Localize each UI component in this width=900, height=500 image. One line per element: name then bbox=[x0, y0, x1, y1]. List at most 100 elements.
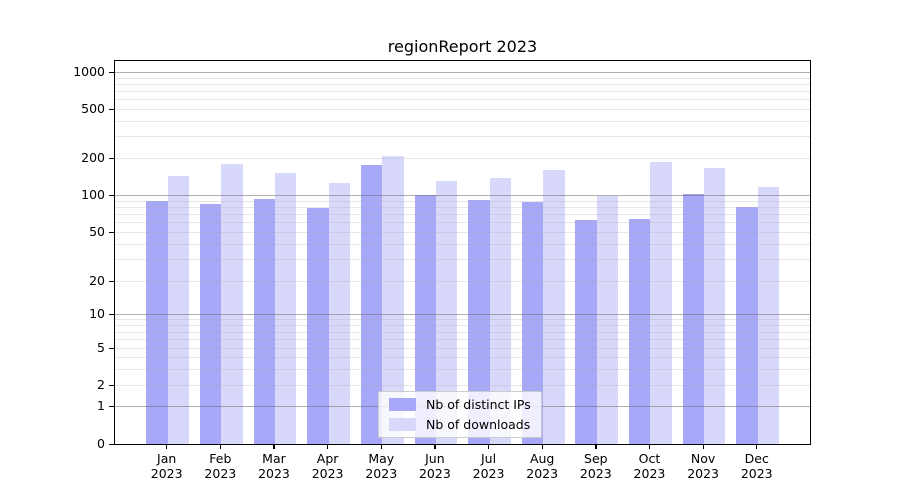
gridline-minor bbox=[115, 385, 810, 386]
bar-distinct-ips bbox=[575, 220, 597, 444]
x-tick-label: Jun 2023 bbox=[418, 451, 451, 481]
x-tick-mark bbox=[702, 445, 704, 449]
y-tick-label: 500 bbox=[81, 101, 105, 116]
gridline-minor bbox=[115, 121, 810, 122]
y-tick-mark bbox=[109, 406, 114, 408]
x-tick-label: Feb 2023 bbox=[204, 451, 237, 481]
y-tick-mark bbox=[109, 444, 114, 446]
gridline-minor bbox=[115, 357, 810, 359]
bar-distinct-ips bbox=[468, 200, 490, 444]
y-tick-label: 2 bbox=[97, 377, 105, 392]
y-tick-mark bbox=[109, 231, 114, 233]
bar-downloads bbox=[435, 181, 458, 444]
x-tick-mark bbox=[273, 445, 275, 449]
gridline-minor bbox=[115, 158, 810, 160]
x-tick-mark bbox=[434, 445, 436, 449]
x-tick-mark bbox=[756, 445, 758, 449]
bar-distinct-ips bbox=[199, 203, 222, 444]
plot-area bbox=[114, 60, 811, 445]
x-tick-mark bbox=[327, 445, 329, 449]
x-tick-label: May 2023 bbox=[365, 451, 398, 481]
x-tick-mark bbox=[219, 445, 222, 449]
gridline-minor bbox=[115, 109, 810, 110]
gridline-minor bbox=[115, 200, 810, 202]
bar-distinct-ips bbox=[682, 194, 705, 444]
gridline-minor bbox=[115, 213, 810, 215]
x-tick-label: Sep 2023 bbox=[579, 451, 612, 481]
gridline-minor bbox=[115, 77, 810, 79]
gridline-major bbox=[115, 72, 810, 74]
y-tick-label: 10 bbox=[89, 306, 105, 321]
bar-distinct-ips bbox=[736, 206, 758, 444]
y-tick-mark bbox=[109, 348, 114, 350]
gridline-minor bbox=[115, 222, 810, 224]
gridline-minor bbox=[115, 319, 810, 321]
x-tick-label: Nov 2023 bbox=[687, 451, 719, 481]
bar-distinct-ips bbox=[521, 202, 544, 444]
y-tick-mark bbox=[109, 109, 114, 111]
x-tick-label: Apr 2023 bbox=[311, 451, 344, 481]
bar-distinct-ips bbox=[253, 199, 275, 444]
bar-distinct-ips bbox=[414, 195, 436, 444]
gridline-minor bbox=[115, 259, 810, 261]
x-tick-mark bbox=[488, 445, 490, 449]
chart-title: regionReport 2023 bbox=[387, 37, 538, 56]
gridline-minor bbox=[115, 84, 810, 86]
x-tick-mark bbox=[166, 445, 168, 449]
bar-downloads bbox=[543, 170, 565, 444]
gridline-minor bbox=[115, 281, 810, 283]
bar-downloads bbox=[328, 183, 350, 444]
gridline-minor bbox=[115, 243, 810, 245]
bar-downloads bbox=[167, 176, 190, 444]
y-tick-mark bbox=[109, 195, 114, 197]
bar-distinct-ips bbox=[629, 218, 651, 444]
gridline-minor bbox=[115, 348, 810, 350]
bar-distinct-ips bbox=[307, 208, 329, 444]
x-tick-mark bbox=[380, 445, 382, 449]
bar-downloads bbox=[650, 161, 672, 444]
y-tick-label: 100 bbox=[81, 187, 105, 202]
x-tick-label: Oct 2023 bbox=[633, 451, 666, 481]
gridline-minor bbox=[115, 231, 810, 233]
y-tick-label: 200 bbox=[81, 150, 105, 166]
y-tick-label: 1 bbox=[97, 398, 105, 414]
bar-downloads bbox=[382, 155, 404, 444]
gridline-minor bbox=[115, 136, 810, 138]
bar-downloads bbox=[757, 186, 780, 444]
gridline-minor bbox=[115, 331, 810, 333]
legend-item-downloads: Nb of downloads bbox=[389, 417, 531, 432]
y-tick-mark bbox=[109, 158, 114, 160]
gridline-minor bbox=[115, 206, 810, 208]
bar-distinct-ips bbox=[360, 165, 383, 444]
y-tick-mark bbox=[109, 72, 114, 74]
legend-item-distinct-ips: Nb of distinct IPs bbox=[389, 397, 531, 412]
gridline-minor bbox=[115, 339, 810, 341]
y-tick-label: 50 bbox=[89, 223, 105, 239]
y-tick-label: 5 bbox=[97, 340, 105, 356]
bar-distinct-ips bbox=[146, 200, 168, 444]
gridline-minor bbox=[115, 99, 810, 101]
x-tick-label: Mar 2023 bbox=[258, 451, 290, 481]
y-tick-mark bbox=[109, 385, 114, 387]
y-tick-label: 1000 bbox=[73, 64, 105, 80]
bar-downloads bbox=[489, 178, 511, 444]
legend-swatch-downloads bbox=[389, 418, 416, 431]
x-tick-mark bbox=[648, 445, 651, 449]
bar-downloads bbox=[704, 168, 726, 444]
x-tick-label: Jan 2023 bbox=[150, 451, 183, 481]
x-tick-label: Jul 2023 bbox=[472, 451, 505, 481]
y-tick-mark bbox=[109, 314, 114, 316]
x-tick-label: Aug 2023 bbox=[526, 451, 559, 481]
bar-downloads bbox=[596, 196, 619, 444]
bar-downloads bbox=[221, 164, 243, 444]
gridline-minor bbox=[115, 91, 810, 93]
legend-label-downloads: Nb of downloads bbox=[426, 417, 531, 432]
legend: Nb of distinct IPs Nb of downloads bbox=[378, 391, 542, 438]
bar-downloads bbox=[274, 172, 297, 444]
x-tick-label: Dec 2023 bbox=[740, 451, 773, 481]
y-tick-label: 20 bbox=[89, 273, 105, 289]
y-tick-mark bbox=[109, 281, 114, 283]
y-tick-label: 0 bbox=[97, 436, 105, 451]
legend-swatch-distinct-ips bbox=[389, 398, 416, 411]
